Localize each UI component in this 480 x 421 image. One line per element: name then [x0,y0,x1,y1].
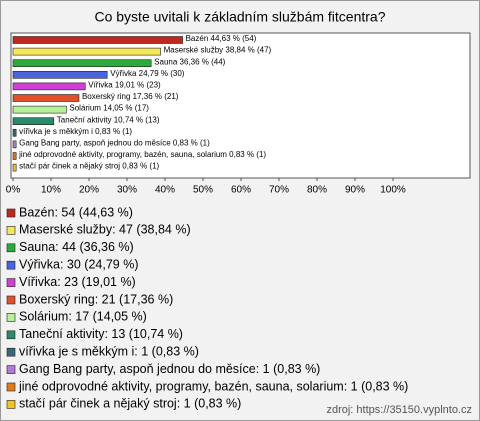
bar-label: Maserské služby 38,84 % (47) [164,46,272,55]
legend-swatch [6,295,16,305]
x-tick-label: 0% [6,185,21,196]
legend-swatch [6,313,16,322]
legend-label: Bazén: 54 (44,63 %) [19,205,133,219]
x-tick-label: 40% [155,185,175,196]
legend-label: Výřivka: 30 (24,79 %) [19,257,139,271]
legend-swatch [6,278,16,287]
legend-label: Solárium: 17 (14,05 %) [19,310,147,324]
bar-label: Solárium 14,05 % (17) [69,104,149,113]
chart-title: Co byste uvitali k základním službám fit… [94,9,385,25]
x-tick-label: 20% [79,185,99,196]
legend-swatch [6,365,16,374]
legend-swatch [6,330,16,340]
legend-label: Sauna: 44 (36,36 %) [19,240,134,254]
x-tick-label: 90% [345,185,365,196]
legend-label: Vířivka: 23 (19,01 %) [19,275,136,289]
bar-label: jiné odprovodné aktivity, programy, bazé… [18,150,266,159]
bar [12,152,17,160]
bar-label: vířivka je s měkkým i 0,83 % (1) [19,127,132,136]
bar [12,140,17,149]
legend-label: jiné odprovodné aktivity, programy, bazé… [18,379,408,393]
source: zdroj: https://35150.vyplnto.cz [326,404,472,416]
bar [12,129,17,137]
legend-swatch [6,382,16,392]
legend-swatch [6,347,16,357]
bar [12,117,55,125]
bar-label: Gang Bang party, aspoň jednou do měsíce … [19,139,210,148]
legend-swatch [6,260,16,270]
legend-swatch [6,208,16,218]
bar [12,47,161,56]
legend-label: Maserské služby: 47 (38,84 %) [19,223,191,237]
bar [12,94,80,102]
bar [12,59,152,68]
bar [12,163,17,172]
legend-swatch [6,400,16,409]
x-tick-label: 80% [307,185,327,196]
legend-swatch [6,243,16,253]
bar-label: Boxerský ring 17,36 % (21) [82,92,179,101]
plot-frame [10,32,471,179]
bar [12,71,108,79]
bar-label: Výřivka 24,79 % (30) [110,69,185,78]
legend-label: Gang Bang party, aspoň jednou do měsíce:… [19,362,320,376]
bar-label: Taneční aktivity 10,74 % (13) [57,115,160,124]
legend-swatch [6,226,16,235]
bar-label: stačí pár činek a nějaký stroj 0,83 % (1… [19,162,159,171]
bar-label: Bazén 44,63 % (54) [186,34,257,43]
x-tick-label: 10% [41,185,61,196]
legend-label: vířivka je s měkkým i: 1 (0,83 %) [19,344,199,358]
bar-label: Vířivka 19,01 % (23) [88,81,161,90]
x-tick-label: 70% [269,185,289,196]
legend-label: Boxerský ring: 21 (17,36 %) [19,292,173,306]
bar [12,105,67,114]
bar [12,82,86,91]
legend-label: Taneční aktivity: 13 (10,74 %) [19,327,183,341]
x-tick-label: 60% [231,185,251,196]
bar [12,36,183,44]
bar-label: Sauna 36,36 % (44) [154,57,225,66]
x-tick-label: 100% [380,185,406,196]
x-tick-label: 30% [117,185,137,196]
legend-label: stačí pár činek a nějaký stroj: 1 (0,83 … [19,397,241,411]
x-tick-label: 50% [193,185,213,196]
